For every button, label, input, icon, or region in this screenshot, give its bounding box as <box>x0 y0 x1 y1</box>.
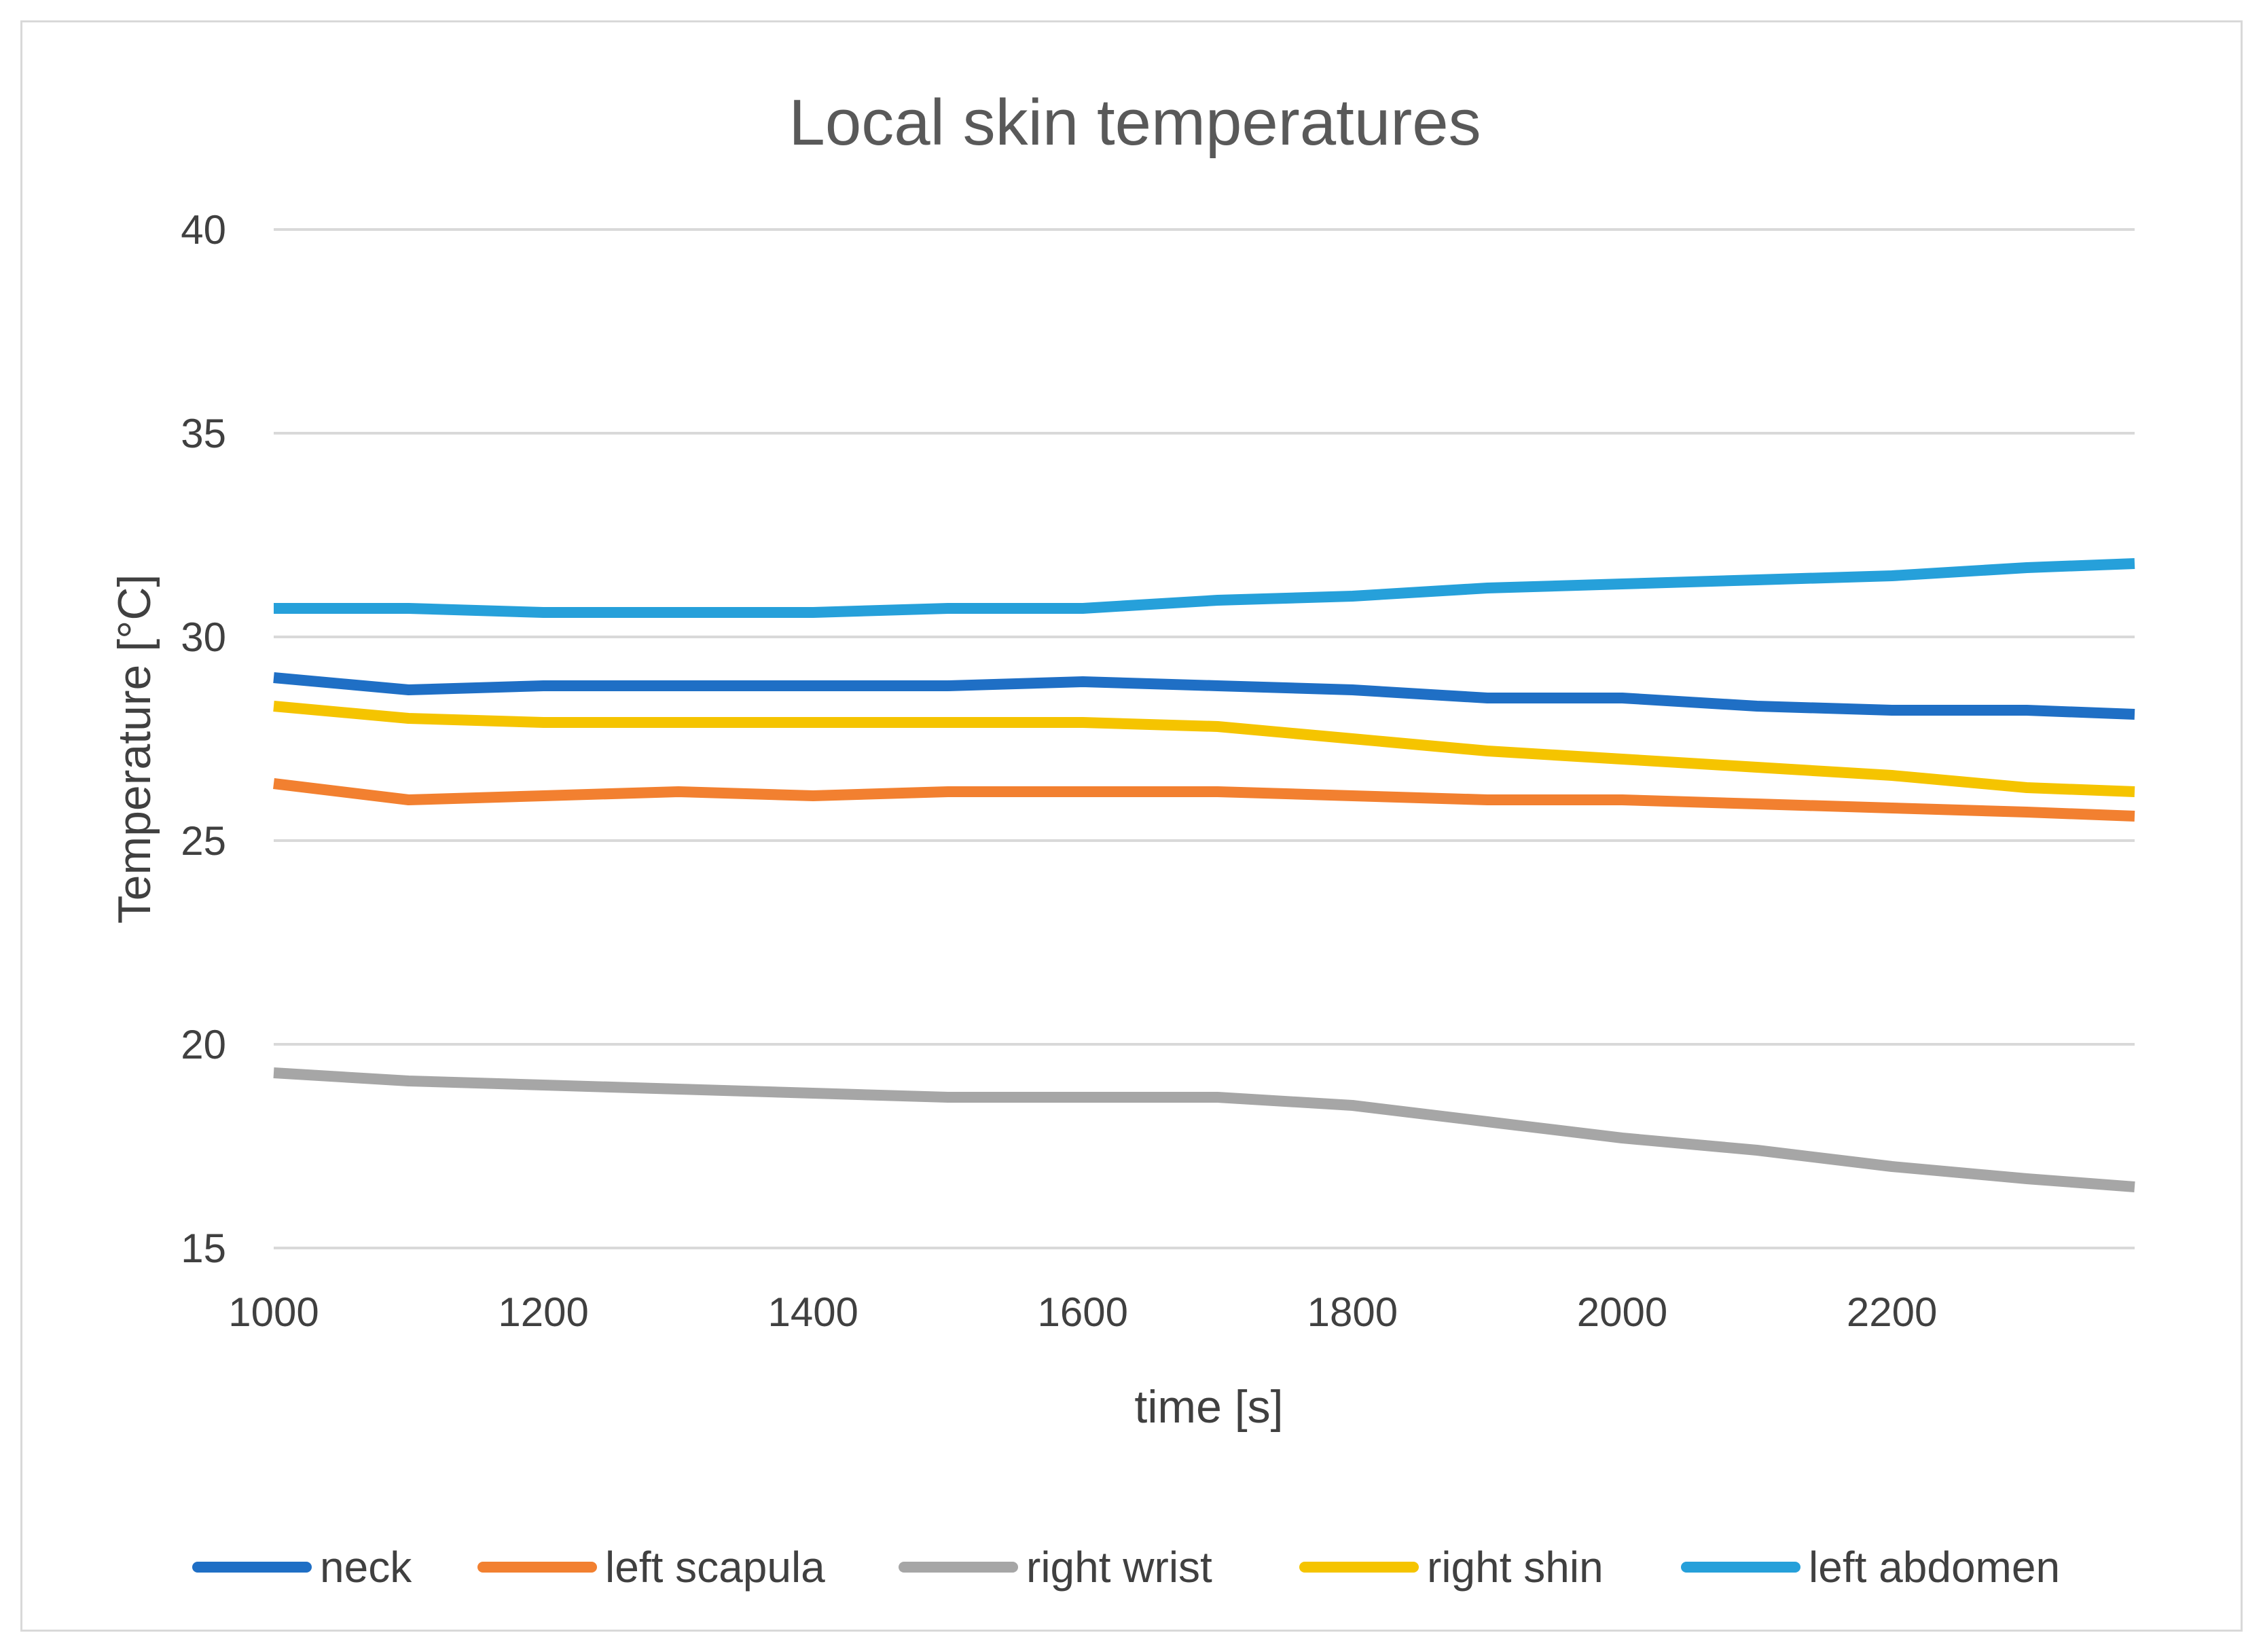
series-line-left-abdomen <box>274 558 2135 618</box>
y-tick-label: 15 <box>181 1226 226 1271</box>
y-axis-label: Temperature [°C] <box>109 574 160 924</box>
x-tick-label: 1200 <box>498 1289 588 1335</box>
x-tick-label: 1800 <box>1307 1289 1398 1335</box>
y-tick-label: 20 <box>181 1022 226 1067</box>
legend-label-right-shin: right shin <box>1427 1543 1604 1592</box>
legend: neck left scapula right wrist right shin lef… <box>192 1543 2060 1592</box>
y-tick-label: 25 <box>181 818 226 864</box>
x-tick-label: 1600 <box>1038 1289 1128 1335</box>
x-tick-label: 1400 <box>767 1289 858 1335</box>
series-line-right-shin <box>273 701 2135 797</box>
x-axis-ticks: 1000 1200 1400 1600 1800 2000 2200 <box>228 1289 1937 1335</box>
y-axis-ticks: 15 20 25 30 35 40 <box>181 207 226 1271</box>
x-tick-label: 1000 <box>228 1289 319 1335</box>
y-tick-label: 35 <box>181 411 226 456</box>
series-line-left-scapula <box>273 778 2135 822</box>
series-line-right-wrist <box>273 1067 2135 1192</box>
chart-svg: Local skin temperatures 15 20 25 30 35 40 100… <box>109 86 2135 1592</box>
legend-label-right-wrist: right wrist <box>1026 1543 1212 1592</box>
grid-layer <box>274 228 2135 1249</box>
x-tick-label: 2200 <box>1847 1289 1937 1335</box>
y-tick-label: 40 <box>181 207 226 253</box>
legend-label-left-scapula: left scapula <box>605 1543 825 1592</box>
series-line-neck <box>273 672 2135 720</box>
y-tick-label: 30 <box>181 614 226 660</box>
legend-label-left-abdomen: left abdomen <box>1809 1543 2060 1592</box>
chart-title: Local skin temperatures <box>789 86 1481 159</box>
series-layer <box>273 558 2135 1192</box>
x-axis-label: time [s] <box>1134 1381 1283 1433</box>
chart-frame: Local skin temperatures 15 20 25 30 35 40 100… <box>20 20 2243 1632</box>
x-tick-label: 2000 <box>1577 1289 1667 1335</box>
legend-label-neck: neck <box>320 1543 412 1592</box>
